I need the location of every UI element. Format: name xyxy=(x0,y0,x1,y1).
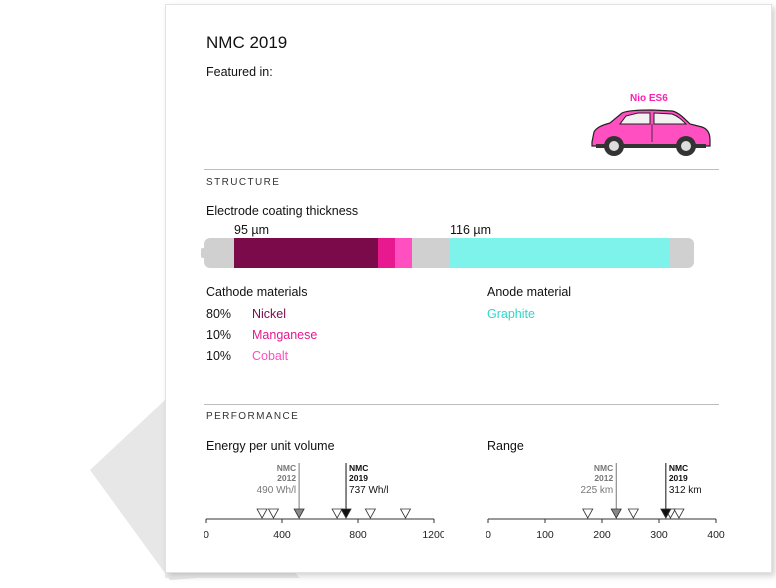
x-tick-label: 0 xyxy=(204,529,209,541)
other-battery-marker xyxy=(582,508,594,519)
featured-label: Featured in: xyxy=(206,65,273,79)
range-chart-title: Range xyxy=(487,439,524,453)
manganese-layer xyxy=(378,238,395,268)
x-tick-label: 100 xyxy=(536,529,554,541)
previous-battery-marker xyxy=(610,508,622,519)
other-battery-marker xyxy=(267,508,280,519)
material-name-nickel: Nickel xyxy=(252,307,287,321)
material-percent: 10% xyxy=(206,349,232,363)
x-tick-label: 1200 xyxy=(422,529,444,541)
other-battery-marker xyxy=(256,508,268,519)
other-battery-marker xyxy=(331,508,343,519)
other-battery-marker xyxy=(627,508,640,519)
x-tick-label: 400 xyxy=(707,529,725,541)
highlight-year: 2019 xyxy=(349,473,368,483)
anode-material-heading: Anode material xyxy=(487,285,572,299)
page-title: NMC 2019 xyxy=(206,33,288,52)
cobalt-layer xyxy=(395,238,412,268)
x-tick-label: 400 xyxy=(273,529,291,541)
material-percent: 80% xyxy=(206,307,232,321)
highlight-year: 2012 xyxy=(594,473,613,483)
other-battery-marker xyxy=(399,508,412,519)
cathode-thickness-value: 95 µm xyxy=(234,223,269,237)
other-battery-marker xyxy=(673,508,685,519)
other-battery-marker xyxy=(364,508,377,519)
divider xyxy=(204,404,719,405)
suv-car-icon[interactable] xyxy=(586,108,714,160)
current-battery-marker xyxy=(660,508,672,519)
highlight-name: NMC xyxy=(669,463,688,473)
electrode-coating-bar xyxy=(201,238,694,272)
cathode-material-row: 10% Manganese xyxy=(206,328,366,344)
highlight-value: 225 km xyxy=(580,485,613,496)
coating-thickness-label: Electrode coating thickness xyxy=(206,204,359,218)
performance-heading: PERFORMANCE xyxy=(206,411,300,422)
divider xyxy=(204,169,719,170)
current-battery-marker xyxy=(340,508,352,519)
x-tick-label: 300 xyxy=(650,529,668,541)
battery-card: NMC 2019 Featured in: Nio ES6 STRUCTURE … xyxy=(165,4,772,573)
highlight-value: 490 Wh/l xyxy=(257,485,296,496)
x-tick-label: 200 xyxy=(593,529,611,541)
highlight-name: NMC xyxy=(349,463,368,473)
material-percent: 10% xyxy=(206,328,232,342)
structure-heading: STRUCTURE xyxy=(206,177,281,188)
material-name-cobalt: Cobalt xyxy=(252,349,289,363)
anode-thickness-value: 116 µm xyxy=(450,223,492,237)
cathode-materials-heading: Cathode materials xyxy=(206,285,308,299)
highlight-name: NMC xyxy=(277,463,296,473)
highlight-year: 2012 xyxy=(277,473,296,483)
graphite-layer xyxy=(450,238,670,268)
highlight-value: 312 km xyxy=(669,485,702,496)
cathode-material-row: 10% Cobalt xyxy=(206,349,366,365)
cathode-material-row: 80% Nickel xyxy=(206,307,366,323)
anode-material-name: Graphite xyxy=(487,307,535,321)
x-tick-label: 800 xyxy=(349,529,367,541)
previous-battery-marker xyxy=(293,508,305,519)
energy-chart-title: Energy per unit volume xyxy=(206,439,335,453)
car-name: Nio ES6 xyxy=(630,93,668,104)
material-name-manganese: Manganese xyxy=(252,328,318,342)
highlight-name: NMC xyxy=(594,463,613,473)
highlight-year: 2019 xyxy=(669,473,688,483)
nickel-layer xyxy=(234,238,378,268)
highlight-value: 737 Wh/l xyxy=(349,485,388,496)
x-tick-label: 0 xyxy=(486,529,491,541)
